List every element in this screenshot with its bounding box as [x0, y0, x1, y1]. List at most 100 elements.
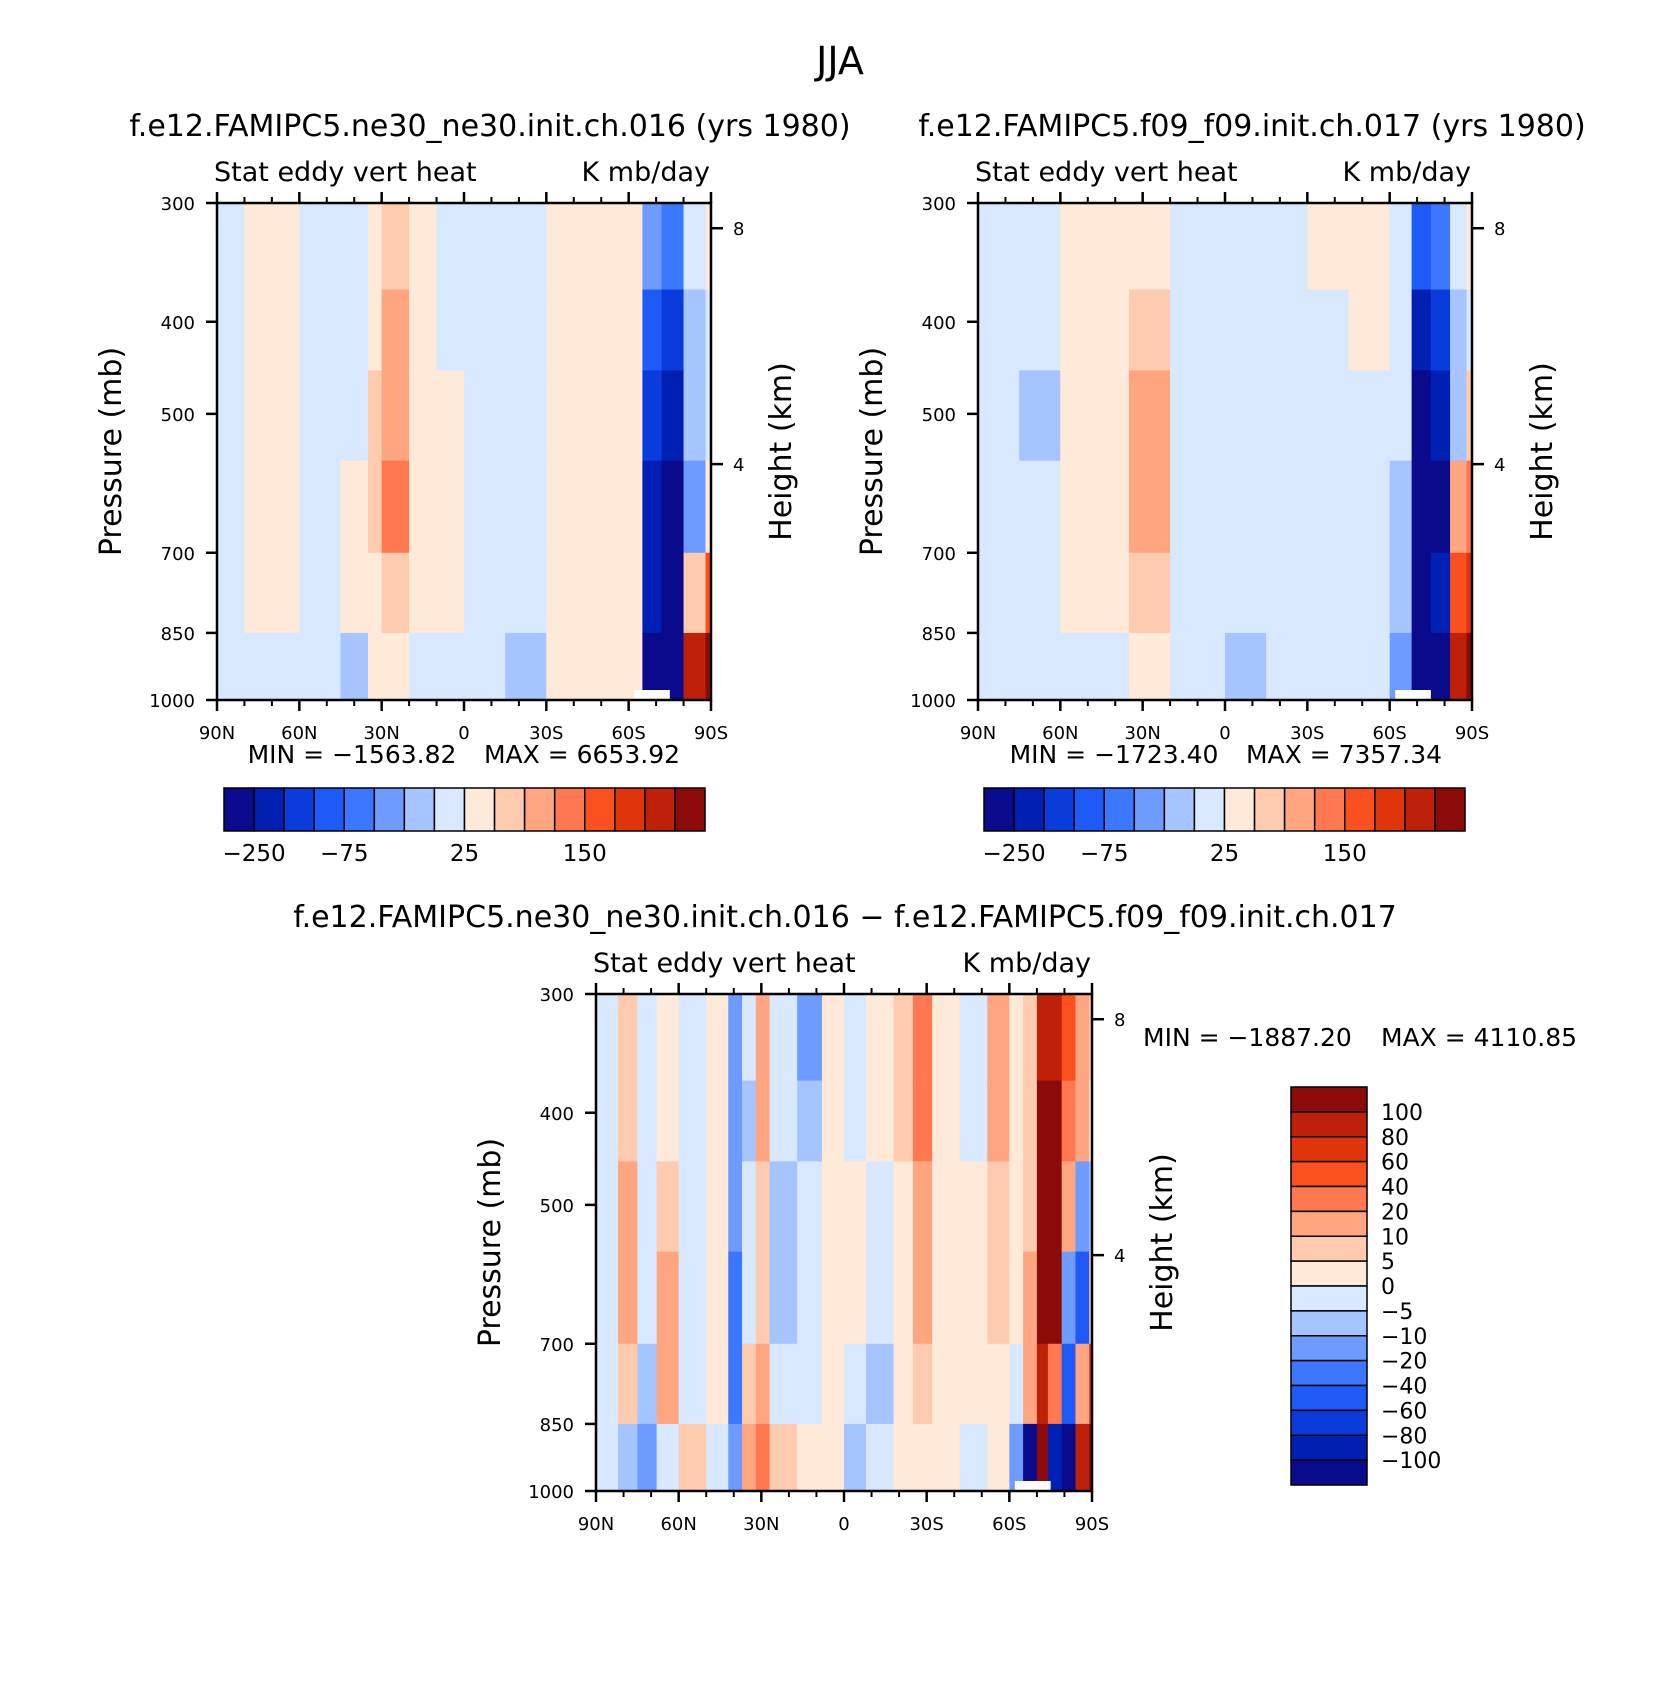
field-cell	[1128, 460, 1144, 554]
field-cell	[1009, 1161, 1024, 1253]
panel-2-title: f.e12.FAMIPC5.f09_f09.init.ch.017 (yrs 1…	[918, 109, 1585, 144]
field-cell	[1023, 1080, 1038, 1162]
field-cell	[706, 1161, 729, 1253]
field-cell	[821, 1423, 845, 1492]
colorbar-swatch	[403, 787, 436, 832]
field-cell	[642, 370, 663, 462]
height-tick-label: 4	[1494, 455, 1505, 476]
colorbar-swatch	[463, 787, 496, 832]
colorbar-swatch	[553, 787, 586, 832]
field-cell	[661, 460, 685, 554]
field-cell	[505, 460, 547, 554]
field-cell	[1061, 994, 1077, 1082]
field-cell	[706, 994, 729, 1082]
field-cell	[912, 1161, 933, 1253]
field-cell	[642, 460, 663, 554]
field-cell	[912, 1251, 933, 1345]
field-cell	[821, 1080, 845, 1162]
field-cell	[505, 203, 547, 291]
field-cell	[1411, 289, 1432, 371]
field-cell	[755, 1343, 771, 1425]
colorbar-swatch	[644, 787, 676, 832]
colorbar-swatch	[1290, 1409, 1368, 1436]
field-cell	[381, 460, 410, 554]
field-cell	[678, 1251, 707, 1345]
x-tick-label: 90N	[960, 723, 996, 744]
field-cell	[705, 632, 712, 701]
field-cell	[618, 994, 638, 1082]
field-cell	[1142, 552, 1171, 634]
field-cell	[1389, 632, 1413, 701]
field-cell	[1047, 994, 1063, 1082]
field-cell	[1430, 632, 1451, 701]
field-cell	[505, 289, 547, 371]
field-cell	[959, 994, 988, 1082]
field-cell	[1060, 632, 1103, 701]
field-cell	[1266, 460, 1308, 554]
field-cell	[683, 460, 707, 554]
field-cell	[932, 994, 961, 1082]
field-cell	[596, 1343, 619, 1425]
panel-3-title: f.e12.FAMIPC5.ne30_ne30.init.ch.016 − f.…	[293, 900, 1397, 935]
colorbar-swatch	[1290, 1434, 1368, 1461]
field-cell	[797, 994, 823, 1082]
field-cell	[340, 632, 369, 701]
field-cell	[1060, 552, 1103, 634]
y-tick-label: 700	[161, 544, 195, 565]
field-cell	[1142, 289, 1171, 371]
field-cell	[1060, 203, 1103, 291]
field-cell	[1430, 289, 1451, 371]
field-cell	[661, 552, 685, 634]
colorbar-swatch	[584, 787, 616, 832]
field-cell	[1101, 552, 1130, 634]
colorbar-label: −40	[1381, 1375, 1427, 1400]
colorbar-label: 10	[1381, 1225, 1409, 1250]
x-tick-label: 30S	[529, 723, 563, 744]
x-tick-label: 0	[838, 1514, 849, 1535]
y-tick-label: 700	[922, 544, 956, 565]
field-cell	[705, 460, 712, 554]
field-cell	[1009, 1423, 1024, 1492]
field-cell	[1170, 203, 1226, 291]
field-cell	[1036, 1251, 1049, 1345]
field-cell	[464, 632, 506, 701]
field-cell	[271, 460, 300, 554]
field-cell	[367, 203, 383, 291]
field-cell	[217, 289, 246, 371]
field-cell	[755, 1161, 771, 1253]
field-cell	[769, 1161, 798, 1253]
height-axis-title: Height (km)	[1525, 362, 1560, 541]
height-tick-label: 8	[733, 219, 744, 240]
field-cell	[596, 1423, 619, 1492]
y-tick-label: 500	[540, 1196, 574, 1217]
field-cell	[464, 552, 506, 634]
field-cell	[1389, 289, 1413, 371]
field-cell	[1411, 632, 1432, 701]
panel-top-left: f.e12.FAMIPC5.ne30_ne30.init.ch.016 (yrs…	[94, 109, 851, 867]
field-cell	[728, 1343, 743, 1425]
field-cell	[1047, 1161, 1063, 1253]
x-tick-label: 90S	[1075, 1514, 1109, 1535]
panel-2-variable-label: Stat eddy vert heat	[975, 157, 1238, 188]
field-cell	[1411, 552, 1432, 634]
field-cell	[866, 1161, 895, 1253]
field-cell	[893, 994, 914, 1082]
below-ground-mask	[634, 690, 670, 700]
colorbar-swatch	[313, 787, 345, 832]
colorbar-swatch	[1290, 1459, 1368, 1486]
field-cell	[1170, 632, 1226, 701]
field-cell	[340, 289, 369, 371]
field-cell	[987, 1251, 1010, 1345]
colorbar-swatch	[1290, 1086, 1368, 1113]
field-cell	[1170, 460, 1226, 554]
x-tick-label: 30S	[909, 1514, 943, 1535]
field-cell	[742, 994, 757, 1082]
field-cell	[1101, 632, 1130, 701]
field-cell	[1170, 289, 1226, 371]
field-cell	[1009, 1343, 1024, 1425]
field-cell	[367, 552, 383, 634]
field-cell	[978, 460, 1020, 554]
field-cell	[436, 460, 465, 554]
field-cell	[1019, 632, 1061, 701]
field-cell	[978, 552, 1020, 634]
